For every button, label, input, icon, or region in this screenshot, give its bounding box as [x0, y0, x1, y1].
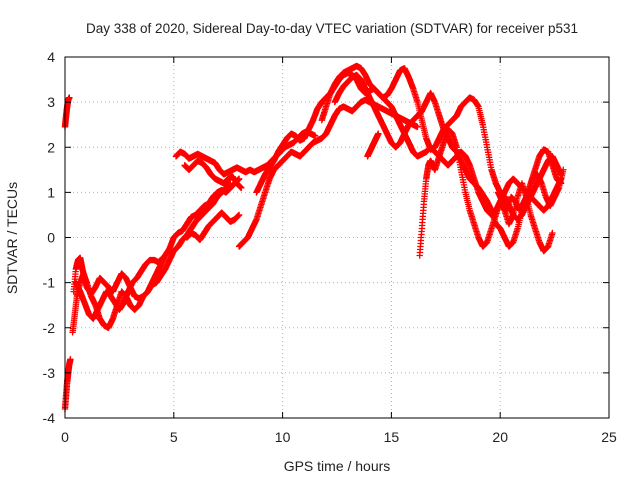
y-tick-label: 1: [47, 184, 55, 200]
y-tick-label: 0: [47, 230, 55, 246]
x-axis-label: GPS time / hours: [284, 458, 391, 474]
x-tick-label: 20: [492, 429, 508, 445]
y-tick-label: 3: [47, 94, 55, 110]
series-early-high: [61, 94, 73, 131]
data-point-markers: [61, 94, 73, 131]
y-tick-label: -1: [43, 275, 56, 291]
series-trace-4: [183, 209, 243, 243]
data-point-markers: [494, 166, 567, 214]
data-points: [61, 62, 567, 413]
x-tick-label: 25: [601, 429, 617, 445]
series-trace-2: [70, 180, 234, 302]
series-trace-3: [72, 254, 167, 322]
data-point-markers: [364, 130, 382, 160]
series-trace-6: [181, 157, 245, 192]
data-point-markers: [72, 254, 167, 322]
y-axis-label: SDTVAR / TECUs: [4, 182, 20, 294]
x-tick-label: 5: [170, 429, 178, 445]
data-point-markers: [61, 356, 74, 413]
y-tick-label: -4: [43, 410, 56, 426]
series-trace-13: [494, 166, 567, 214]
x-tick-label: 10: [275, 429, 291, 445]
data-point-markers: [70, 180, 234, 302]
y-tick-label: 4: [47, 49, 55, 65]
data-point-markers: [183, 209, 243, 243]
x-tick-label: 15: [384, 429, 400, 445]
y-tick-label: -2: [43, 320, 56, 336]
series-trace-11: [364, 130, 382, 160]
y-tick-label: 2: [47, 139, 55, 155]
series-early-low: [61, 356, 74, 413]
data-point-markers: [181, 157, 245, 192]
chart-title: Day 338 of 2020, Sidereal Day-to-day VTE…: [86, 21, 578, 36]
x-tick-label: 0: [61, 429, 69, 445]
axis-ticks: 0 5 10 15 20 25 -4 -3 -2 -1 0 1 2 3 4: [43, 49, 617, 445]
y-tick-label: -3: [43, 365, 56, 381]
